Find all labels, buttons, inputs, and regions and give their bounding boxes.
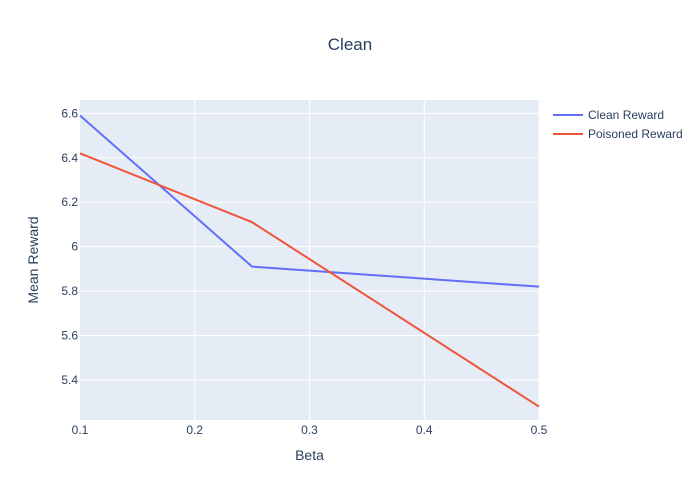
y-tick-label: 5.6	[61, 329, 78, 343]
x-tick-label: 0.2	[186, 423, 203, 437]
legend-label: Clean Reward	[588, 108, 664, 122]
y-tick-label: 6.6	[61, 106, 78, 120]
y-tick-label: 5.8	[61, 284, 78, 298]
x-axis-ticks: 0.1 0.2 0.3 0.4 0.5	[72, 423, 548, 437]
legend-item-poisoned-reward[interactable]: Poisoned Reward	[553, 127, 683, 141]
x-axis-title: Beta	[295, 447, 324, 463]
x-tick-label: 0.4	[416, 423, 433, 437]
legend[interactable]: Clean Reward Poisoned Reward	[553, 108, 683, 141]
y-axis-ticks: 5.4 5.6 5.8 6 6.2 6.4 6.6	[61, 106, 78, 387]
x-tick-label: 0.3	[301, 423, 318, 437]
series-line-clean-reward	[79, 114, 540, 288]
legend-item-clean-reward[interactable]: Clean Reward	[553, 108, 664, 122]
series-line-poisoned-reward	[79, 152, 540, 408]
series-lines	[79, 114, 540, 408]
legend-label: Poisoned Reward	[588, 127, 683, 141]
x-tick-label: 0.5	[531, 423, 548, 437]
x-tick-label: 0.1	[72, 423, 89, 437]
y-tick-label: 6.2	[61, 195, 78, 209]
chart-title: Clean	[328, 35, 372, 54]
y-tick-label: 6.4	[61, 151, 78, 165]
y-tick-label: 6	[71, 240, 78, 254]
y-axis-title: Mean Reward	[25, 216, 41, 303]
y-tick-label: 5.4	[61, 373, 78, 387]
